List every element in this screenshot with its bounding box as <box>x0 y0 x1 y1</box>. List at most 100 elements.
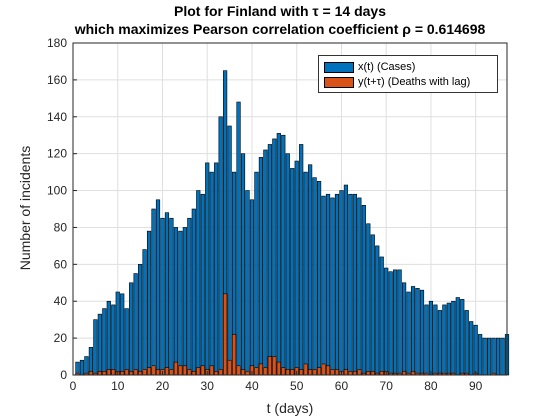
cases-bar <box>464 310 469 376</box>
legend-swatch-cases <box>324 61 354 73</box>
legend-swatch-deaths <box>324 76 354 88</box>
cases-bar <box>419 289 425 376</box>
chart-title-line1: Plot for Finland with τ = 14 days <box>173 3 386 19</box>
deaths-bar <box>276 361 281 376</box>
legend-label-deaths: y(t+τ) (Deaths with lag) <box>358 76 471 88</box>
deaths-bar <box>303 363 308 376</box>
cases-bar <box>460 299 465 376</box>
x-tick-label: 0 <box>70 379 77 393</box>
cases-bar <box>209 171 214 376</box>
cases-bar <box>84 356 89 376</box>
cases-bar <box>375 245 380 376</box>
cases-bar <box>218 116 223 376</box>
x-tick-label: 50 <box>290 379 304 393</box>
deaths-bar <box>88 371 93 376</box>
deaths-bar <box>102 371 107 376</box>
deaths-bar <box>236 365 241 376</box>
deaths-bar <box>231 334 237 376</box>
cases-bar <box>379 256 384 376</box>
cases-bar <box>397 269 402 376</box>
deaths-bar <box>402 371 407 376</box>
deaths-bar <box>223 293 228 376</box>
cases-bar <box>290 168 295 376</box>
deaths-bar <box>258 363 264 376</box>
cases-bar <box>164 212 170 376</box>
deaths-bar <box>321 363 326 376</box>
tick-layer: 0 10 20 30 40 50 60 70 80 90 0 20 40 60 80 100 120 140 160… <box>47 36 483 393</box>
legend-item-cases: x(t) (Cases) <box>324 60 415 74</box>
cases-bar <box>111 304 116 376</box>
cases-bar <box>370 234 375 376</box>
legend-item-deaths: y(t+τ) (Deaths with lag) <box>324 75 470 89</box>
cases-bar <box>124 308 129 376</box>
cases-bar <box>500 337 505 376</box>
cases-bar <box>487 337 492 376</box>
cases-bar <box>352 193 357 376</box>
deaths-bar <box>272 356 277 376</box>
x-tick-label: 90 <box>469 379 483 393</box>
x-tick-label: 80 <box>424 379 438 393</box>
chart-title-line2: which maximizes Pearson correlation coef… <box>74 21 486 37</box>
deaths-bar <box>343 369 349 376</box>
cases-bar <box>384 267 389 376</box>
y-tick-label: 180 <box>47 36 67 50</box>
x-tick-label: 20 <box>156 379 170 393</box>
deaths-bar <box>370 371 375 376</box>
deaths-bar <box>173 361 178 376</box>
cases-bar <box>388 271 393 376</box>
cases-bar <box>129 282 134 376</box>
cases-bar <box>205 162 210 376</box>
cases-bar <box>433 304 438 376</box>
cases-bar <box>428 300 434 376</box>
cases-bar <box>473 324 478 376</box>
cases-bar <box>393 269 398 376</box>
deaths-bar <box>281 367 286 376</box>
cases-bar <box>321 195 326 376</box>
cases-bar <box>214 162 219 376</box>
deaths-bar <box>348 371 353 376</box>
deaths-bar <box>227 359 232 376</box>
deaths-bar <box>182 365 187 376</box>
cases-bar <box>285 153 290 376</box>
deaths-bar <box>214 371 219 376</box>
cases-bar <box>258 157 264 376</box>
x-axis-label: t (days) <box>266 400 314 416</box>
cases-bar <box>254 171 259 376</box>
deaths-bar <box>263 367 268 376</box>
deaths-bar <box>308 369 313 376</box>
cases-bar <box>272 138 277 376</box>
y-tick-label: 20 <box>54 331 68 345</box>
cases-bar <box>169 217 174 376</box>
cases-bar <box>178 230 183 376</box>
cases-bar <box>482 337 487 376</box>
deaths-bar <box>138 371 143 376</box>
cases-bar <box>138 264 143 376</box>
cases-bar <box>339 190 344 376</box>
cases-bar <box>267 144 272 376</box>
y-tick-label: 40 <box>54 294 68 308</box>
cases-bar <box>142 249 147 376</box>
deaths-bar <box>124 369 129 376</box>
cases-bar <box>334 193 340 376</box>
cases-bar <box>155 199 161 376</box>
cases-bar <box>312 177 317 376</box>
deaths-bar <box>299 369 304 376</box>
deaths-bar <box>366 371 371 376</box>
x-tick-label: 40 <box>245 379 259 393</box>
deaths-bar <box>330 369 335 376</box>
deaths-bar <box>254 367 259 376</box>
y-tick-label: 120 <box>47 147 67 161</box>
cases-bar <box>357 197 362 376</box>
cases-bar <box>469 321 474 376</box>
deaths-bar <box>151 365 156 376</box>
cases-bar <box>491 337 496 376</box>
cases-bar <box>402 282 407 376</box>
cases-bar <box>455 297 460 376</box>
cases-bar <box>227 125 232 376</box>
cases-bar <box>151 208 156 376</box>
cases-bar <box>146 230 152 376</box>
deaths-bar <box>133 369 138 376</box>
cases-bar <box>88 347 93 376</box>
cases-bar <box>97 313 102 376</box>
